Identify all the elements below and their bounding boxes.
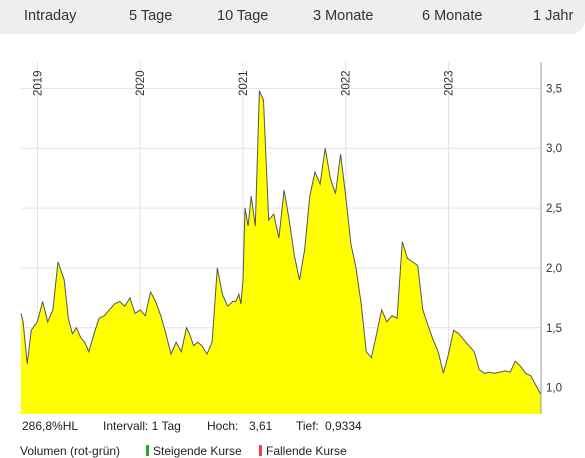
rising-legend: Steigende Kurse (146, 444, 242, 458)
tab-3-monate[interactable]: 3 Monate (313, 8, 374, 24)
rising-swatch (146, 445, 149, 456)
x-tick-labels: 2019 2020 2021 2022 2023 (32, 70, 455, 96)
x-tick-label: 2023 (444, 70, 456, 96)
y-tick-label: 1,5 (546, 323, 562, 335)
price-line (20, 90, 542, 396)
tab-10-tage[interactable]: 10 Tage (217, 8, 269, 24)
performance-value: 286,8%HL (22, 419, 79, 433)
price-chart: 2019 2020 2021 2022 2023 1,0 1,5 2,0 2,5 3,0 3,5 (20, 62, 562, 414)
price-area (21, 90, 541, 414)
interval-label: Intervall: 1 Tag (103, 419, 181, 433)
y-tick-label: 2,0 (546, 263, 562, 275)
high-label: Hoch: (207, 419, 239, 433)
high-value: 3,61 (249, 419, 273, 433)
falling-swatch (259, 445, 262, 456)
y-tick-label: 3,5 (546, 83, 562, 95)
y-tick-label: 3,0 (546, 143, 562, 155)
y-tick-label: 1,0 (546, 383, 562, 395)
falling-legend: Fallende Kurse (259, 444, 347, 458)
x-tick-label: 2020 (135, 70, 147, 96)
rising-legend-label: Steigende Kurse (153, 444, 242, 458)
y-tick-labels: 1,0 1,5 2,0 2,5 3,0 3,5 (546, 83, 562, 394)
volume-legend: Volumen (rot-grün) (20, 444, 121, 458)
x-tick-label: 2021 (238, 70, 250, 96)
x-tick-label: 2022 (341, 70, 353, 96)
low-label: Tief: (296, 419, 319, 433)
tab-5-tage[interactable]: 5 Tage (129, 8, 173, 24)
tab-intraday[interactable]: Intraday (24, 8, 77, 24)
low-value: 0,9334 (325, 419, 362, 433)
falling-legend-label: Fallende Kurse (266, 444, 347, 458)
tab-6-monate[interactable]: 6 Monate (422, 8, 483, 24)
tab-1-jahr[interactable]: 1 Jahr (533, 8, 574, 24)
x-tick-label: 2019 (32, 70, 44, 96)
y-tick-label: 2,5 (546, 203, 562, 215)
timeframe-tabs: Intraday 5 Tage 10 Tage 3 Monate 6 Monat… (0, 0, 585, 34)
